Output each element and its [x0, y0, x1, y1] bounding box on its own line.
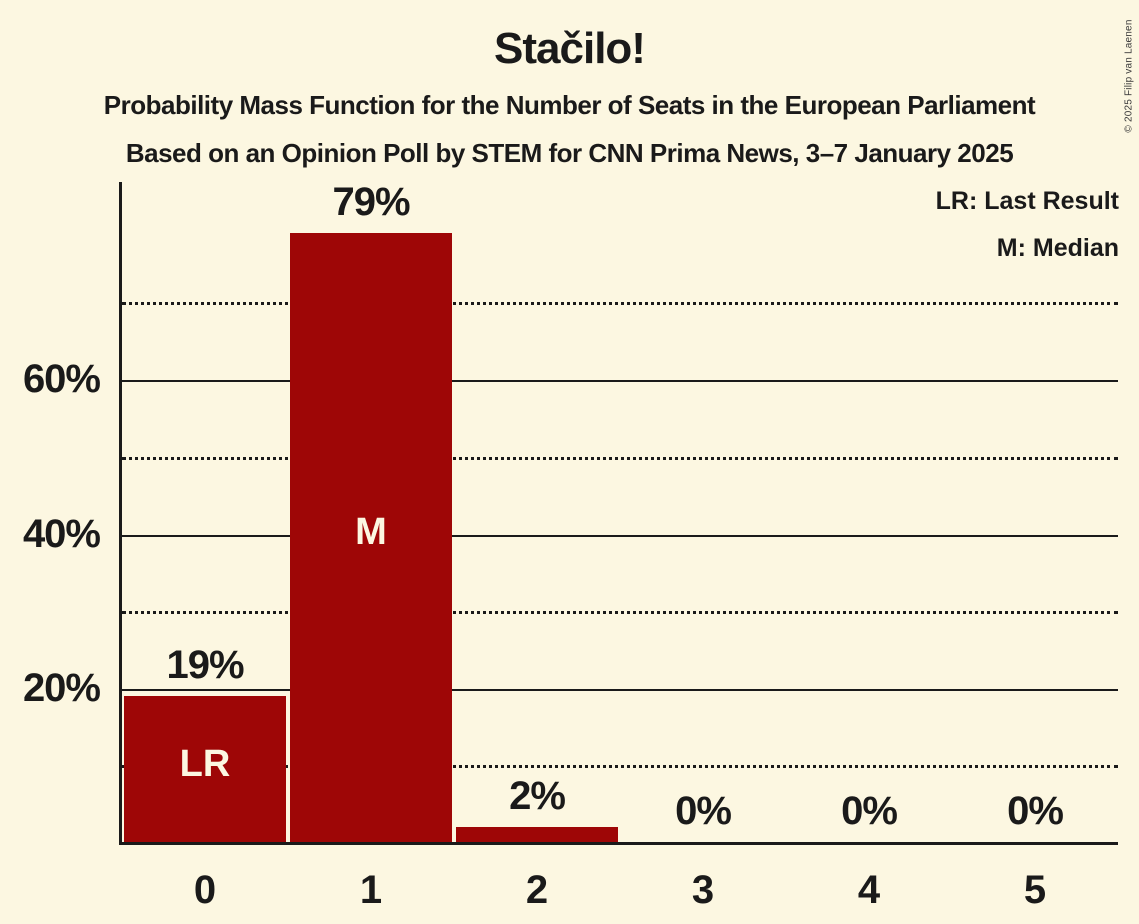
- x-tick-label-1: 1: [359, 868, 383, 912]
- chart-legend: LR: Last Result M: Median: [936, 178, 1119, 272]
- bar-value-label-seat-1: 79%: [332, 179, 410, 224]
- gridline-solid-20pct: [122, 688, 1118, 691]
- chart-title: Stačilo!: [494, 24, 646, 73]
- y-tick-label-60: 60%: [22, 357, 101, 402]
- gridline-solid-60pct: [122, 380, 1118, 383]
- x-axis-labels: 0 1 2 3 4 5: [122, 864, 1118, 916]
- plot-area: 19% 79% 2% 0% 0% 0% LR M: [119, 179, 1118, 845]
- gridline-dotted-10pct: [122, 764, 1118, 768]
- gridline-dotted-70pct: [122, 302, 1118, 306]
- x-tick-label-4: 4: [857, 868, 881, 912]
- bar-value-label-seat-2: 2%: [509, 773, 566, 818]
- y-tick-label-40: 40%: [22, 511, 101, 556]
- gridline-dotted-30pct: [122, 610, 1118, 614]
- bar-annotation-lr: LR: [179, 742, 231, 785]
- legend-last-result: LR: Last Result: [935, 187, 1119, 215]
- gridline-dotted-50pct: [122, 456, 1118, 460]
- bar-seat-0: [124, 695, 286, 842]
- y-tick-label-20: 20%: [22, 665, 101, 710]
- bar-value-label-seat-5: 0%: [1007, 789, 1064, 833]
- x-tick-label-5: 5: [1023, 868, 1047, 912]
- bar-seat-1: [290, 232, 452, 842]
- x-tick-label-3: 3: [691, 868, 715, 912]
- bar-value-label-seat-0: 19%: [166, 642, 244, 687]
- x-tick-label-0: 0: [193, 868, 217, 912]
- copyright-notice: © 2025 Filip van Laenen: [1123, 19, 1135, 133]
- chart-source-line: Based on an Opinion Poll by STEM for CNN…: [125, 138, 1014, 168]
- legend-median: M: Median: [996, 234, 1119, 262]
- y-axis-labels: 20% 40% 60%: [0, 182, 101, 845]
- x-tick-label-2: 2: [525, 868, 549, 912]
- bar-annotation-m: M: [355, 511, 387, 554]
- chart-subtitle: Probability Mass Function for the Number…: [103, 90, 1036, 120]
- gridline-solid-40pct: [122, 534, 1118, 537]
- bar-seat-2: [456, 826, 618, 842]
- bar-value-label-seat-3: 0%: [675, 789, 732, 833]
- bar-value-label-seat-4: 0%: [841, 789, 898, 833]
